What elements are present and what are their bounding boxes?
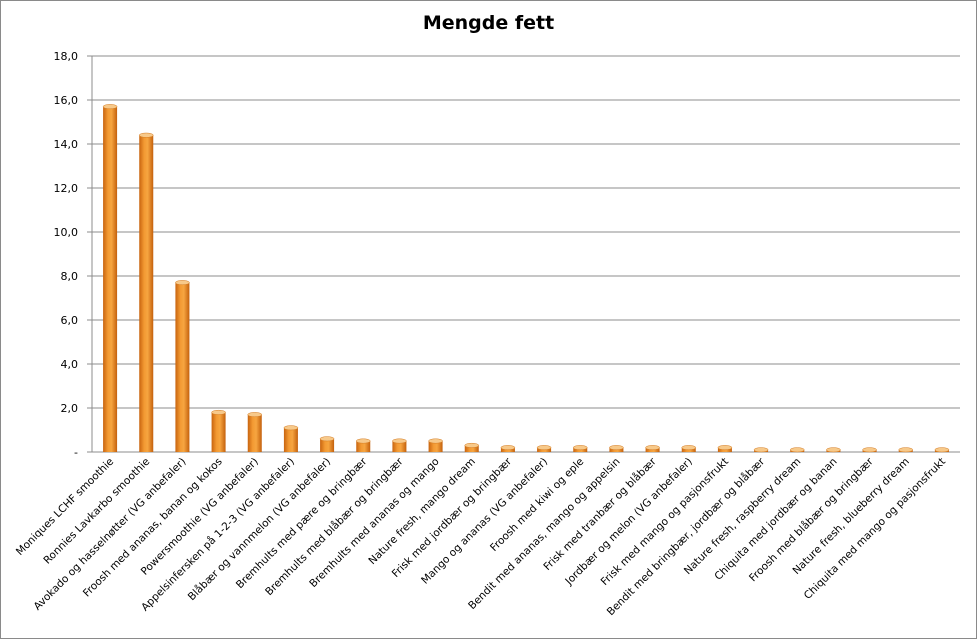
bar-top [247,412,262,418]
x-category-label: Jordbær og melon (VG anbefaler) [562,456,694,588]
bars [102,104,950,453]
y-tick-label: 10,0 [54,226,79,239]
y-tick-label: 14,0 [54,138,79,151]
bar-top [609,445,624,451]
gridlines [92,55,960,409]
x-category-label: Bremhults med pære og bringbær [234,455,370,591]
axes [87,55,960,453]
bar [247,414,262,452]
bar-top [536,445,552,451]
bar-top [428,438,443,444]
y-tick-label: 8,0 [61,270,79,283]
bar-top [102,104,118,110]
bar [211,412,226,452]
bar-top [753,447,769,453]
bar-top [934,447,950,453]
bar [392,441,407,452]
bar [464,445,479,452]
bar-top [319,436,335,442]
bar-top [283,425,299,431]
bar [139,135,154,452]
bar-top [645,445,660,451]
y-tick-label: 18,0 [54,50,79,63]
bar-top [898,447,913,453]
bar-top [717,445,733,451]
bar [356,441,371,452]
bar-top [211,409,226,415]
bar [103,106,118,452]
y-tick-label: - [74,446,78,459]
x-category-label: Froosh med blåbær og bringbær [746,454,876,584]
y-tick-label: 16,0 [54,94,79,107]
bar-top [790,447,805,453]
bar-top [464,442,479,448]
bar [320,438,335,452]
bar-top [826,447,841,453]
labels: -2,04,06,08,010,012,014,016,018,0Monique… [14,50,948,618]
y-tick-label: 12,0 [54,182,79,195]
chart-title: Mengde fett [422,12,555,34]
bar [283,427,298,452]
y-tick-label: 4,0 [61,358,79,371]
bar-top [175,280,190,286]
x-category-label: Bremhults med ananas og mango [307,456,441,590]
bar [428,441,443,452]
y-tick-label: 6,0 [61,314,79,327]
bar-top [392,438,407,444]
bar-top [356,438,371,444]
bar-top [573,445,588,451]
bar-top [500,445,516,451]
x-category-label: Frisk med mango og pasjonsfrukt [599,456,731,588]
y-tick-label: 2,0 [61,402,79,415]
bar-top [681,445,696,451]
bar [175,282,190,452]
bar-top [862,447,877,453]
bar-top [139,132,154,138]
